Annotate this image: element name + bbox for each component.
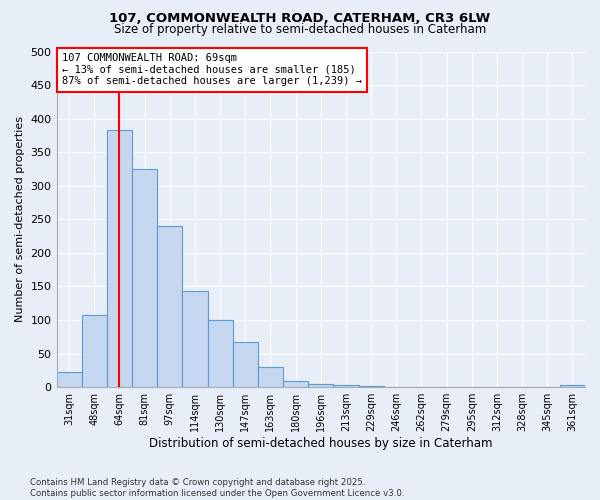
Bar	[334, 385, 359, 387]
Text: 107 COMMONWEALTH ROAD: 69sqm
← 13% of semi-detached houses are smaller (185)
87%: 107 COMMONWEALTH ROAD: 69sqm ← 13% of se…	[62, 53, 362, 86]
Bar	[182, 291, 208, 387]
Text: 107, COMMONWEALTH ROAD, CATERHAM, CR3 6LW: 107, COMMONWEALTH ROAD, CATERHAM, CR3 6L…	[109, 12, 491, 26]
Bar	[560, 385, 585, 387]
X-axis label: Distribution of semi-detached houses by size in Caterham: Distribution of semi-detached houses by …	[149, 437, 493, 450]
Bar	[359, 386, 383, 387]
Bar	[157, 226, 182, 387]
Bar	[233, 342, 258, 387]
Bar	[132, 169, 157, 387]
Text: Contains HM Land Registry data © Crown copyright and database right 2025.
Contai: Contains HM Land Registry data © Crown c…	[30, 478, 404, 498]
Bar	[283, 381, 308, 387]
Bar	[208, 320, 233, 387]
Y-axis label: Number of semi-detached properties: Number of semi-detached properties	[15, 116, 25, 322]
Bar	[434, 386, 459, 387]
Bar	[107, 130, 132, 387]
Bar	[56, 372, 82, 387]
Bar	[308, 384, 334, 387]
Text: Size of property relative to semi-detached houses in Caterham: Size of property relative to semi-detach…	[114, 22, 486, 36]
Bar	[82, 316, 107, 387]
Bar	[383, 386, 409, 387]
Bar	[258, 367, 283, 387]
